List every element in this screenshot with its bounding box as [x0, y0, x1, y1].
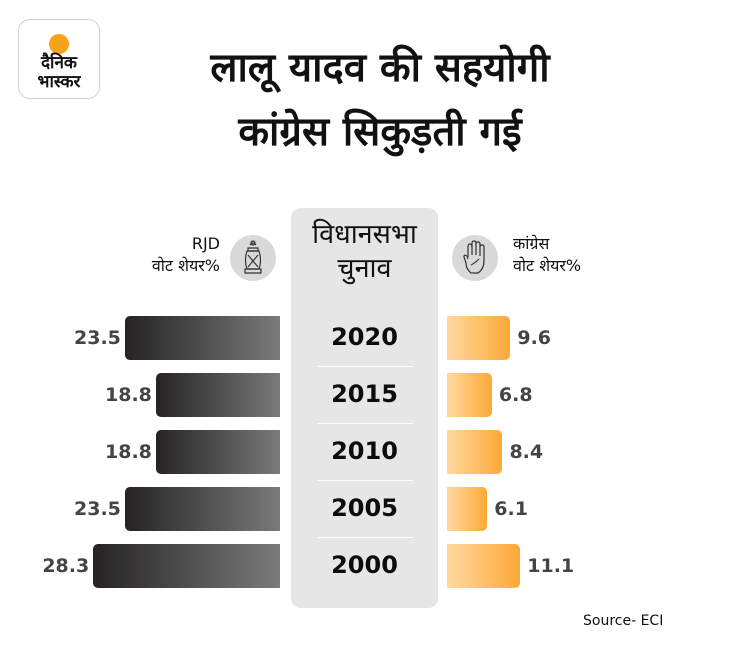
year-separator — [318, 480, 413, 481]
category-header: विधानसभा चुनाव — [291, 218, 438, 286]
rjd-value-label: 18.8 — [105, 441, 152, 463]
category-header-line2: चुनाव — [337, 253, 392, 284]
legend-congress-line2: वोट शेयर% — [513, 256, 582, 275]
legend-rjd: RJD वोट शेयर% — [152, 233, 220, 277]
legend-congress-line1: कांग्रेस — [513, 234, 550, 253]
rjd-bar — [124, 316, 280, 360]
hand-icon — [452, 235, 498, 281]
sun-icon — [49, 34, 69, 54]
congress-bar — [447, 430, 503, 474]
legend-congress: कांग्रेस वोट शेयर% — [513, 233, 581, 277]
lantern-icon — [230, 235, 276, 281]
year-label: 2010 — [331, 437, 398, 465]
rjd-bar — [93, 544, 280, 588]
rjd-bar — [124, 487, 280, 531]
logo-text-line1: दैनिक — [41, 53, 77, 73]
year-label: 2020 — [331, 323, 398, 351]
legend-rjd-line1: RJD — [191, 234, 220, 253]
rjd-value-label: 28.3 — [42, 555, 90, 577]
year-label: 2005 — [331, 494, 398, 522]
year-separator — [318, 423, 413, 424]
rjd-value-label: 23.5 — [74, 327, 121, 349]
year-label: 2015 — [331, 380, 398, 408]
congress-value-label: 6.8 — [498, 384, 533, 406]
congress-bar — [447, 487, 488, 531]
chart-title-line2: कांग्रेस सिकुड़ती गई — [238, 109, 522, 155]
congress-value-label: 11.1 — [527, 555, 575, 577]
year-separator — [318, 537, 413, 538]
source-note: Source- ECI — [583, 613, 664, 629]
chart-title-line1: लालू यादव की सहयोगी — [210, 45, 550, 91]
category-header-line1: विधानसभा — [312, 219, 417, 250]
year-separator — [318, 366, 413, 367]
congress-bar — [447, 316, 511, 360]
legend-rjd-line2: वोट शेयर% — [151, 256, 220, 275]
rjd-value-label: 18.8 — [105, 384, 152, 406]
congress-value-label: 8.4 — [509, 441, 544, 463]
year-panel — [291, 208, 438, 608]
logo-text-line2: भास्कर — [37, 72, 81, 92]
congress-value-label: 9.6 — [517, 327, 552, 349]
rjd-bar — [155, 430, 280, 474]
rjd-bar — [155, 373, 280, 417]
year-label: 2000 — [331, 551, 398, 579]
congress-bar — [447, 373, 492, 417]
dainik-bhaskar-logo: दैनिक भास्कर — [18, 19, 100, 99]
rjd-value-label: 23.5 — [74, 498, 121, 520]
congress-value-label: 6.1 — [494, 498, 528, 520]
congress-bar — [447, 544, 521, 588]
